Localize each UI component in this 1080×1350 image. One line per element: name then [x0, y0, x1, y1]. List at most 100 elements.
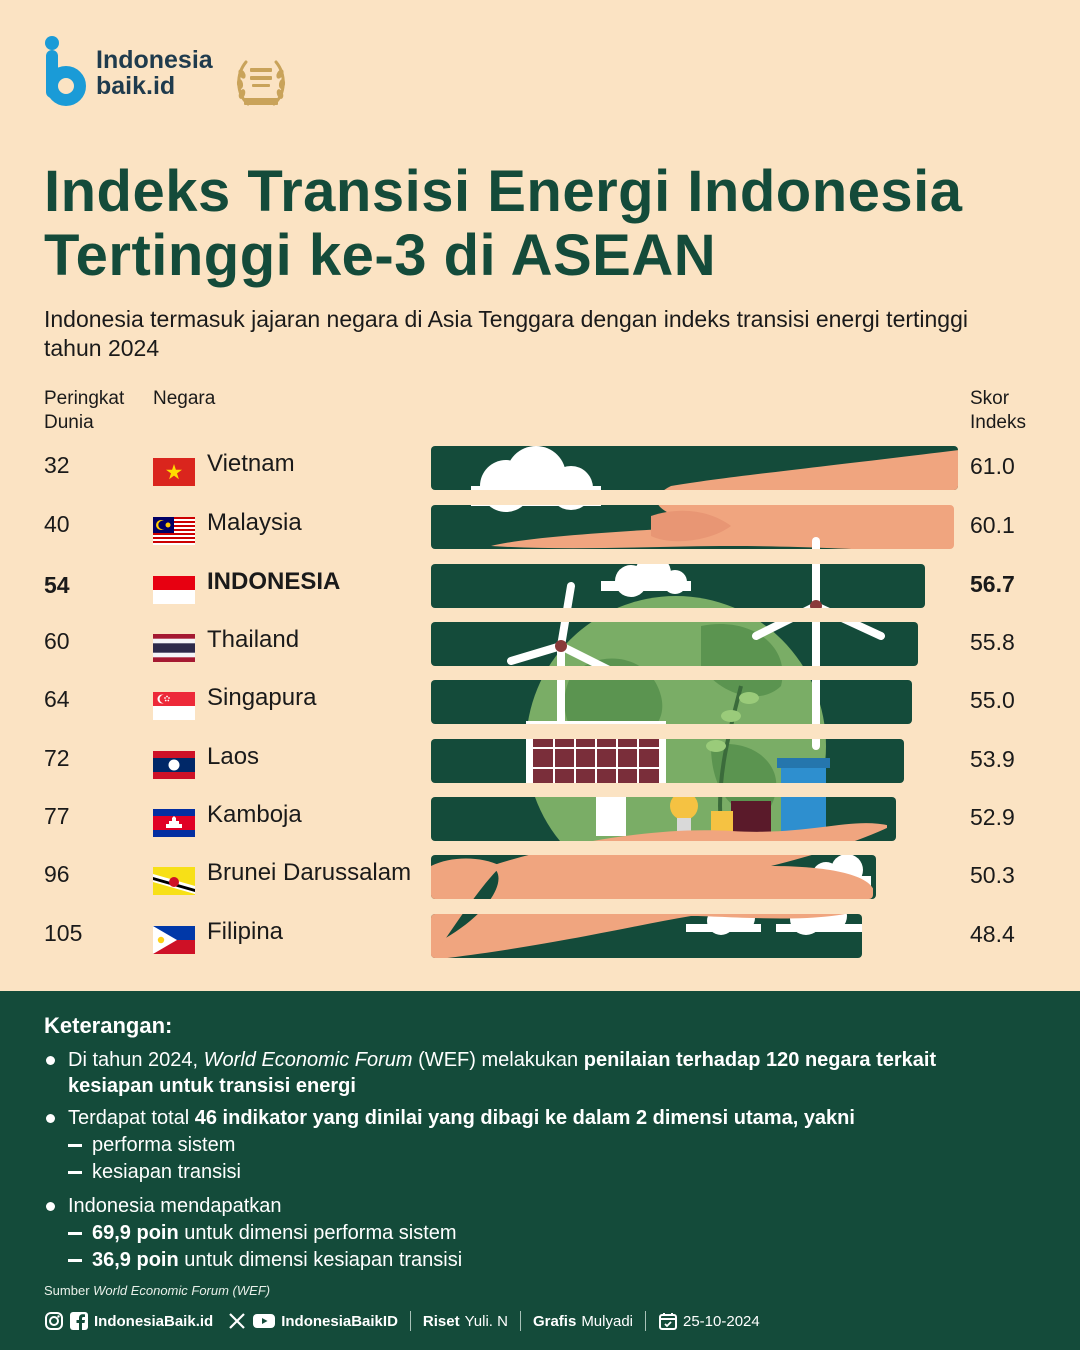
riset-name: Yuli. N — [464, 1312, 508, 1330]
brand-name: Indonesia baik.id — [96, 47, 213, 99]
rank-label: 77 — [44, 803, 70, 829]
flag-icon — [153, 809, 195, 837]
note-item: Di tahun 2024, World Economic Forum (WEF… — [44, 1047, 944, 1099]
rank-label: 96 — [44, 861, 70, 887]
flag-icon — [153, 751, 195, 779]
bar — [431, 797, 896, 841]
rank-label: 40 — [44, 511, 70, 537]
score-label: 55.0 — [970, 687, 1015, 713]
source-label: Sumber — [44, 1283, 94, 1298]
page-title: Indeks Transisi Energi Indonesia Terting… — [44, 159, 963, 288]
handle-instagram-facebook[interactable]: IndonesiaBaik.id — [94, 1312, 214, 1330]
score-label: 53.9 — [970, 746, 1015, 772]
handle-x-youtube[interactable]: IndonesiaBaikID — [281, 1312, 398, 1330]
note-subitem: performa sistem — [44, 1132, 944, 1158]
bar — [431, 564, 925, 608]
facebook-icon[interactable] — [69, 1311, 89, 1331]
notes-heading: Keterangan: — [44, 1013, 173, 1038]
bar — [431, 855, 876, 899]
source-name: World Economic Forum (WEF) — [93, 1283, 271, 1298]
note-item: Indonesia mendapatkan — [44, 1193, 944, 1219]
youtube-icon[interactable] — [252, 1311, 276, 1331]
x-twitter-icon[interactable] — [227, 1311, 247, 1331]
country-label: Brunei Darussalam — [207, 859, 412, 886]
country-label: Thailand — [207, 626, 300, 653]
logo-icon — [44, 36, 88, 110]
rank-label: 105 — [44, 920, 83, 946]
chart-row: 32 Vietnam 61.0 — [0, 446, 1080, 504]
country-label: INDONESIA — [207, 568, 341, 595]
rank-label: 54 — [44, 572, 70, 598]
note2-bold: 46 indikator yang dinilai yang dibagi ke… — [194, 1107, 855, 1129]
chart-row: 54 INDONESIA 56.7 — [0, 564, 1080, 622]
score-label: 60.1 — [970, 512, 1015, 538]
header-rank: Peringkat Dunia — [44, 388, 125, 433]
score-label: 48.4 — [970, 921, 1015, 947]
country-label: Vietnam — [207, 450, 295, 477]
country-label: Singapura — [207, 684, 317, 711]
note1-text: Di tahun 2024, — [68, 1049, 204, 1071]
brand-line2: baik.id — [96, 72, 176, 100]
source-line: Sumber World Economic Forum (WEF) — [44, 1283, 270, 1298]
note-subitem: kesiapan transisi — [44, 1159, 944, 1185]
flag-icon — [153, 926, 195, 954]
country-label: Kamboja — [207, 801, 302, 828]
bar — [431, 914, 862, 958]
flag-icon — [153, 634, 195, 662]
page-subtitle: Indonesia termasuk jajaran negara di Asi… — [44, 306, 968, 361]
chart-row: 77 Kamboja 52.9 — [0, 797, 1080, 855]
note1-bold: penilaian terhadap 120 negara terkait ke… — [68, 1049, 937, 1097]
chart-row: 60 Thailand 55.8 — [0, 622, 1080, 680]
flag-icon — [153, 576, 195, 604]
note-subitem: 36,9 poin untuk dimensi kesiapan transis… — [44, 1247, 944, 1273]
score-label: 52.9 — [970, 804, 1015, 830]
country-label: Filipina — [207, 918, 284, 945]
note2-text: Terdapat total — [68, 1107, 195, 1129]
note1-italic: World Economic Forum — [203, 1049, 413, 1071]
publish-date: 25-10-2024 — [683, 1312, 760, 1330]
bar — [431, 505, 951, 549]
bar — [431, 680, 912, 724]
grafis-name: Mulyadi — [581, 1312, 633, 1330]
country-label: Malaysia — [207, 509, 302, 536]
bar — [431, 622, 918, 666]
rank-label: 64 — [44, 686, 70, 712]
chart-row: 64 Singapura 55.0 — [0, 680, 1080, 738]
chart-row: 72 Laos 53.9 — [0, 739, 1080, 797]
rank-label: 72 — [44, 745, 70, 771]
note3-bold2: 36,9 poin — [92, 1249, 179, 1271]
score-label: 55.8 — [970, 629, 1015, 655]
note-item: Terdapat total 46 indikator yang dinilai… — [44, 1105, 944, 1131]
award-laurel-icon — [236, 60, 286, 106]
note3-text1: untuk dimensi performa sistem — [178, 1222, 457, 1244]
bar — [431, 446, 958, 490]
country-label: Laos — [207, 743, 260, 770]
flag-icon — [153, 867, 195, 895]
rank-label: 60 — [44, 628, 70, 654]
flag-icon — [153, 692, 195, 720]
flag-icon — [153, 517, 195, 545]
header-score: Skor Indeks — [970, 388, 1026, 433]
header-country: Negara — [153, 388, 216, 409]
notes-list: Di tahun 2024, World Economic Forum (WEF… — [44, 1047, 944, 1273]
note3-text2: untuk dimensi kesiapan transisi — [178, 1249, 463, 1271]
score-label: 61.0 — [970, 453, 1015, 479]
social-bar: IndonesiaBaik.id IndonesiaBaikID Riset Y… — [44, 1309, 760, 1333]
brand-line1: Indonesia — [96, 46, 213, 74]
note3-bold1: 69,9 poin — [92, 1222, 179, 1244]
rank-label: 32 — [44, 452, 70, 478]
chart-row: 105 Filipina 48.4 — [0, 914, 1080, 972]
grafis-label: Grafis — [532, 1312, 577, 1330]
footer-panel: Keterangan: Di tahun 2024, World Economi… — [0, 991, 1080, 1350]
score-label: 50.3 — [970, 862, 1015, 888]
chart-row: 40 Malaysia 60.1 — [0, 505, 1080, 563]
note1-text2: (WEF) melakukan — [412, 1049, 584, 1071]
riset-label: Riset — [422, 1312, 460, 1330]
bar — [431, 739, 904, 783]
brand-logo: Indonesia baik.id — [44, 36, 213, 110]
calendar-icon — [659, 1313, 677, 1330]
score-label: 56.7 — [970, 571, 1015, 597]
instagram-icon[interactable] — [44, 1311, 64, 1331]
flag-icon — [153, 458, 195, 486]
chart-row: 96 Brunei Darussalam 50.3 — [0, 855, 1080, 913]
